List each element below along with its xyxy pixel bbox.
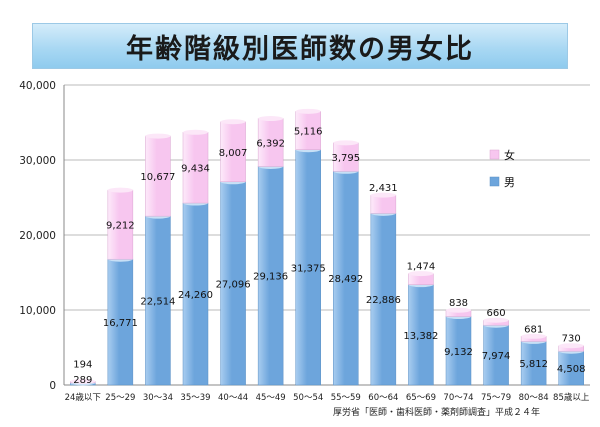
bar-female-top (483, 317, 509, 323)
data-label-male: 29,136 (253, 272, 288, 283)
bar-male (445, 316, 472, 386)
y-tick-label: 30,000 (19, 155, 56, 167)
x-tick-label: 80～84 (519, 393, 549, 403)
bar-male (333, 171, 359, 386)
x-tick-label: 85歳以上 (553, 392, 590, 403)
bar-female (145, 135, 171, 217)
bar-female-top (333, 140, 359, 146)
legend-swatch-female (489, 149, 500, 160)
bar-male (145, 215, 171, 386)
bar-female (370, 194, 397, 214)
data-label-male: 28,492 (328, 274, 363, 285)
data-label-female: 838 (449, 298, 468, 309)
data-label-male: 5,812 (519, 359, 548, 370)
bar-female-top (370, 192, 396, 198)
data-label-male: 22,886 (366, 295, 401, 306)
bar-male (408, 284, 434, 386)
data-label-male: 31,375 (291, 263, 326, 274)
x-tick-label: 45～49 (256, 393, 286, 403)
bar-female (220, 121, 246, 183)
x-tick-label: 40～44 (218, 393, 248, 403)
bar-male (257, 166, 284, 386)
bar-female-top (558, 343, 584, 349)
data-label-male: 24,260 (178, 290, 213, 301)
legend-label-male: 男 (504, 176, 515, 189)
y-tick-label: 0 (49, 380, 56, 392)
data-label-male: 4,508 (557, 364, 586, 375)
bar-male (295, 149, 321, 386)
x-tick-label: 50～54 (293, 393, 323, 403)
legend-swatch-male (489, 176, 500, 187)
x-tick-label: 65～69 (406, 393, 436, 403)
bar-female (295, 111, 321, 150)
data-label-female: 6,392 (256, 139, 285, 150)
data-label-female: 1,474 (407, 262, 436, 273)
bar-female-top (70, 378, 96, 384)
bar-male (182, 202, 209, 386)
data-label-female: 2,431 (369, 183, 398, 194)
x-tick-label: 55～59 (331, 393, 361, 403)
data-label-male: 16,771 (103, 318, 138, 329)
bar-female-top (220, 119, 246, 125)
x-tick-label: 25～29 (105, 393, 135, 403)
y-tick-label: 10,000 (19, 305, 56, 317)
data-label-female: 9,434 (181, 164, 210, 175)
source-note: 厚労省「医師・歯科医師・薬剤師調査」平成２４年 (332, 408, 540, 418)
bar-male (520, 341, 547, 386)
data-label-male: 7,974 (482, 351, 511, 362)
bar-female-top (183, 129, 208, 135)
data-label-male: 27,096 (216, 279, 251, 290)
data-label-male: 289 (73, 375, 92, 386)
x-tick-label: 24歳以下 (65, 392, 102, 403)
data-label-female: 681 (524, 324, 543, 335)
x-tick-label: 30～34 (143, 393, 173, 403)
data-label-male: 22,514 (140, 297, 175, 308)
bar-female-top (408, 271, 434, 277)
bar-female-top (145, 133, 171, 139)
data-label-female: 5,116 (294, 127, 323, 138)
x-tick-label: 60～64 (368, 393, 398, 403)
data-label-male: 13,382 (403, 331, 438, 342)
x-tick-label: 70～74 (443, 393, 473, 403)
data-label-female: 194 (73, 359, 92, 370)
bar-female-top (107, 187, 133, 193)
data-label-female: 9,212 (106, 221, 135, 232)
bar-male (107, 258, 134, 386)
data-label-female: 660 (487, 308, 506, 319)
y-tick-label: 20,000 (19, 230, 56, 242)
data-label-male: 9,132 (444, 347, 473, 358)
data-label-female: 730 (562, 334, 581, 345)
bar-female-top (258, 116, 284, 122)
title-banner: 年齢階級別医師数の男女比 (32, 23, 568, 69)
bar-male (220, 181, 246, 386)
bar-male (370, 213, 397, 386)
bar-female-top (446, 307, 471, 313)
bar-female (107, 189, 134, 260)
chart-title: 年齢階級別医師数の男女比 (126, 33, 474, 65)
x-tick-label: 75～79 (481, 393, 511, 403)
x-tick-label: 35～39 (180, 393, 210, 403)
y-tick-label: 40,000 (19, 80, 56, 92)
data-label-female: 3,795 (331, 153, 360, 164)
bar-female-top (521, 333, 547, 339)
data-label-female: 8,007 (219, 148, 248, 159)
legend-label-female: 女 (504, 148, 515, 162)
bar-female-top (295, 108, 321, 114)
bar-male (558, 350, 584, 386)
data-label-female: 10,677 (140, 172, 175, 183)
